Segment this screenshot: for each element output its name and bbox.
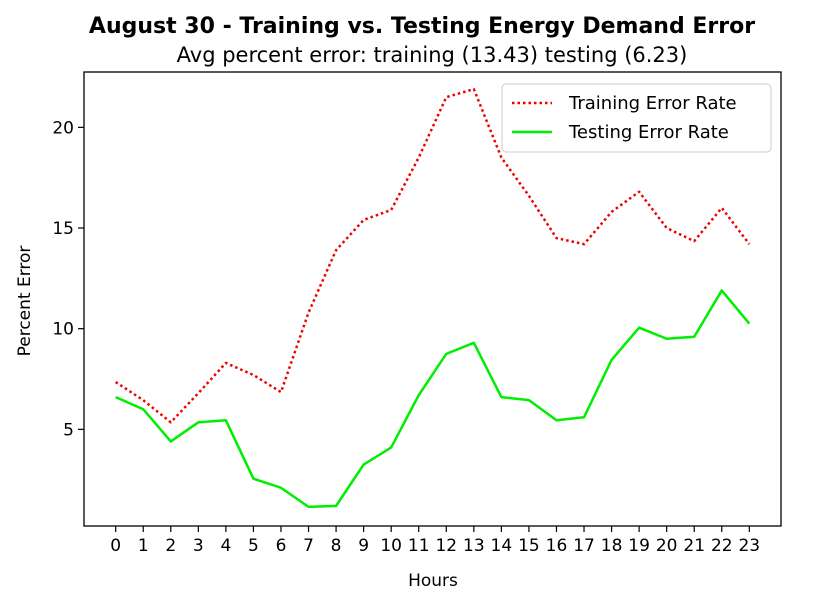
x-tick-label: 4: [220, 536, 231, 556]
x-tick-label: 14: [491, 536, 513, 556]
x-axis-label: Hours: [408, 571, 458, 591]
x-tick-label: 10: [380, 536, 402, 556]
legend-label-training: Training Error Rate: [568, 93, 737, 114]
y-tick-label: 5: [63, 420, 74, 440]
x-tick-label: 19: [628, 536, 650, 556]
x-axis: 0 1 2 3 4 5 6 7 8 9 10 11 12 13 14 15 16 17 18 19 20 21 22 23: [110, 526, 760, 556]
testing-error-line: [115, 289, 751, 509]
x-tick-label: 22: [711, 536, 733, 556]
x-tick-label: 11: [408, 536, 430, 556]
x-tick-label: 1: [138, 536, 149, 556]
x-tick-label: 12: [435, 536, 457, 556]
x-tick-label: 21: [683, 536, 705, 556]
x-tick-label: 23: [738, 536, 760, 556]
chart-title: August 30 - Training vs. Testing Energy …: [89, 14, 755, 39]
x-tick-label: 17: [573, 536, 595, 556]
x-tick-label: 13: [463, 536, 485, 556]
plot-area: [83, 71, 782, 527]
x-tick-label: 8: [331, 536, 342, 556]
x-tick-label: 18: [601, 536, 623, 556]
x-tick-label: 5: [248, 536, 259, 556]
x-tick-label: 6: [276, 536, 287, 556]
x-tick-label: 9: [358, 536, 369, 556]
x-tick-label: 2: [165, 536, 176, 556]
x-tick-label: 15: [518, 536, 540, 556]
legend-label-testing: Testing Error Rate: [568, 122, 729, 143]
y-tick-label: 15: [52, 219, 74, 239]
series-layer: [114, 87, 751, 509]
x-tick-label: 0: [110, 536, 121, 556]
x-tick-label: 20: [656, 536, 678, 556]
chart-subtitle: Avg percent error: training (13.43) test…: [177, 43, 688, 67]
x-tick-label: 3: [193, 536, 204, 556]
y-tick-label: 10: [52, 320, 74, 340]
plot-frame: [83, 71, 782, 527]
legend: Training Error Rate Testing Error Rate: [501, 83, 772, 153]
y-axis: 5 10 15 20: [52, 118, 84, 440]
y-tick-label: 20: [52, 118, 74, 138]
y-axis-label: Percent Error: [15, 246, 35, 357]
legend-box: [501, 83, 772, 153]
x-tick-label: 7: [303, 536, 314, 556]
x-tick-label: 16: [546, 536, 568, 556]
